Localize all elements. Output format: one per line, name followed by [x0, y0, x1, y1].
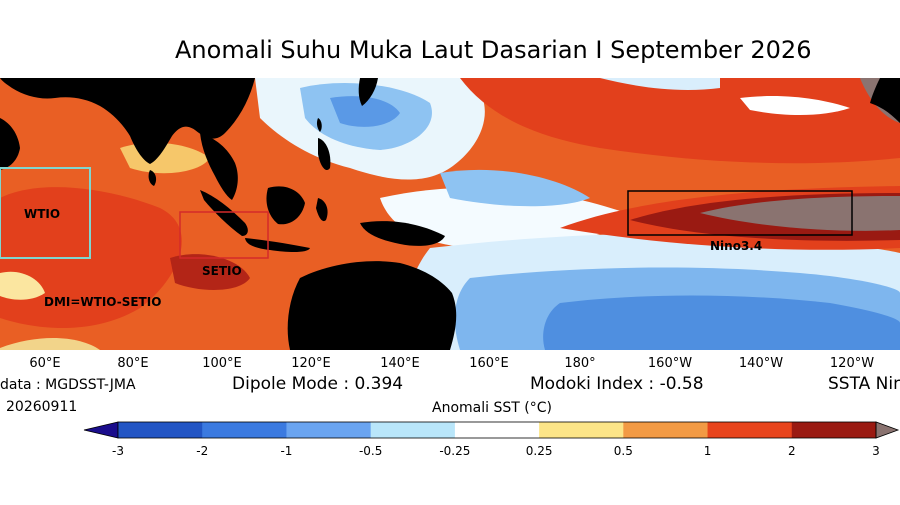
land-philippines [318, 138, 331, 171]
land-australia [287, 261, 457, 350]
land-central-america [870, 78, 900, 123]
dmi-formula-label: DMI=WTIO-SETIO [44, 295, 161, 309]
lon-tick: 80°E [117, 356, 149, 371]
lon-tick: 180° [564, 356, 596, 371]
colorbar-segment [707, 422, 793, 438]
dipole-mode-value: Dipole Mode : 0.394 [232, 374, 404, 394]
anomaly-patch-wp-midblue [330, 96, 400, 127]
land-sumatra [200, 190, 248, 236]
land-borneo [266, 186, 305, 225]
anomaly-patch-eq-white [380, 187, 640, 249]
anomaly-patch-np-light2 [740, 96, 850, 115]
colorbar-segment [202, 422, 287, 438]
lon-tick: 140°E [380, 356, 420, 371]
land-sulawesi [316, 198, 328, 222]
lon-tick: 60°E [29, 356, 61, 371]
colorbar-title: Anomali SST (°C) [432, 400, 552, 416]
colorbar-tick-label: 3 [872, 444, 880, 458]
land-new-guinea [360, 221, 445, 246]
setio-box [179, 211, 269, 259]
land-java [245, 238, 310, 253]
colorbar-frame [117, 421, 877, 439]
colorbar-tick-label: 2 [787, 444, 796, 458]
data-source: data : MGDSST-JMA [0, 377, 136, 393]
date-stamp: 20260911 [6, 399, 78, 415]
colorbar-segment [539, 422, 624, 438]
modoki-index-value: Modoki Index : -0.58 [530, 374, 704, 394]
anomaly-patch-io-light [0, 338, 100, 350]
land-taiwan [316, 118, 322, 132]
colorbar-segment [118, 422, 203, 438]
ssta-nino34-value: SSTA Nino3.4 : 1.75 [828, 374, 900, 394]
anomaly-patch-sp-midblue [543, 295, 900, 350]
lon-tick: 120°E [291, 356, 331, 371]
colorbar-tick-label: -1 [280, 444, 293, 458]
map-title: Anomali Suhu Muka Laut Dasarian I Septem… [175, 36, 812, 64]
lon-tick: 140°W [738, 356, 784, 371]
colorbar-segment [286, 422, 372, 438]
setio-label: SETIO [202, 264, 242, 278]
colorbar-tick-label: -3 [112, 444, 124, 458]
colorbar-tick-label: -0.25 [439, 444, 471, 458]
colorbar-segment [791, 422, 877, 438]
lon-tick: 120°W [829, 356, 875, 371]
anomaly-patch-io-lightblue [0, 271, 45, 300]
anomaly-patch-io-darkred [170, 254, 250, 290]
lon-tick: 160°W [647, 356, 693, 371]
lon-tick: 160°E [469, 356, 509, 371]
colorbar-segment [454, 422, 540, 438]
colorbar-tick-label: 0.5 [613, 444, 633, 458]
sst-anomaly-map: WTIO SETIO Nino3.4 DMI=WTIO-SETIO [0, 78, 900, 350]
anomaly-patch-np-light [600, 78, 720, 90]
land-arabia-africa [0, 118, 20, 170]
colorbar-segment [370, 422, 456, 438]
land-indochina [200, 133, 238, 200]
colorbar-tick-label: -2 [196, 444, 209, 458]
land [0, 78, 900, 350]
colorbar [83, 421, 900, 439]
colorbar-tick-label: -0.5 [358, 444, 383, 458]
nino34-label: Nino3.4 [710, 239, 762, 253]
wtio-box [0, 167, 91, 259]
anomaly-patch-ep-extreme [700, 196, 900, 231]
wtio-label: WTIO [24, 207, 60, 221]
lon-tick: 100°E [202, 356, 242, 371]
nino34-box [627, 190, 853, 236]
anomaly-patch-eq-blue [440, 169, 590, 207]
colorbar-tick-label: 0.25 [525, 444, 553, 458]
land-japan [358, 78, 378, 106]
colorbar-over-arrow [875, 421, 900, 439]
land-sri-lanka [148, 170, 157, 186]
land-asia-mainland [0, 78, 255, 164]
colorbar-tick-label: 1 [703, 444, 712, 458]
colorbar-under-arrow [83, 421, 119, 439]
colorbar-segment [623, 422, 709, 438]
